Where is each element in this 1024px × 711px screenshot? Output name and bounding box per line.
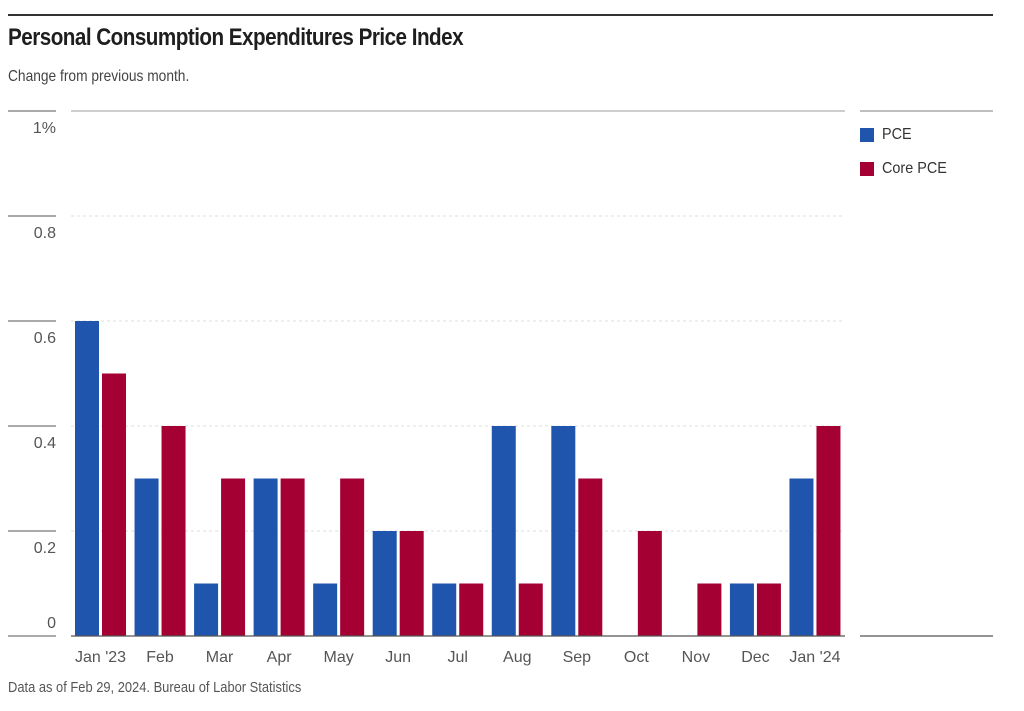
bar-pce: [372, 531, 397, 636]
bar-pce: [134, 478, 159, 636]
x-tick-label: Jan '24: [789, 649, 840, 666]
y-axis: 0 0.2 0.4 0.6 0.8 1%: [8, 110, 56, 637]
x-tick-label: Feb: [146, 649, 174, 666]
x-tick-label: Apr: [267, 649, 293, 666]
bar-core-pce: [816, 426, 841, 636]
bar-core-pce: [459, 583, 484, 636]
x-tick-label: Jun: [385, 649, 411, 666]
x-tick-label: Jul: [448, 649, 468, 666]
legend-swatch-pce: [860, 128, 874, 142]
bar-pce: [491, 426, 516, 636]
bar-pce: [729, 583, 754, 636]
legend-label-core-pce: Core PCE: [882, 160, 947, 177]
bar-pce: [75, 321, 99, 636]
x-tick-label: Aug: [503, 649, 531, 666]
bar-core-pce: [280, 478, 305, 636]
bar-pce: [432, 583, 457, 636]
legend-item-core-pce: Core PCE: [860, 152, 954, 186]
bars: [75, 321, 841, 636]
legend-label-pce: PCE: [882, 126, 912, 143]
bar-core-pce: [340, 478, 365, 636]
legend-rules: [860, 110, 993, 637]
gridlines: [71, 110, 845, 532]
bar-core-pce: [161, 426, 186, 636]
y-tick-label: 0.8: [34, 225, 56, 242]
chart-title: Personal Consumption Expenditures Price …: [8, 24, 464, 51]
x-tick-label: May: [324, 649, 354, 666]
y-tick-label: 0: [47, 615, 56, 632]
chart-subtitle: Change from previous month.: [8, 68, 190, 85]
legend: PCE Core PCE: [860, 118, 954, 186]
x-tick-label: Oct: [624, 649, 649, 666]
y-tick-label: 0.2: [34, 540, 56, 557]
bar-pce: [313, 583, 338, 636]
bar-pce: [253, 478, 278, 636]
bar-pce: [789, 478, 814, 636]
bar-core-pce: [518, 583, 543, 636]
x-tick-label: Sep: [563, 649, 592, 666]
legend-swatch-core-pce: [860, 162, 874, 176]
bar-core-pce: [637, 531, 662, 636]
y-tick-label: 1%: [33, 120, 56, 137]
x-tick-label: Jan '23: [75, 649, 126, 666]
source-note: Data as of Feb 29, 2024. Bureau of Labor…: [8, 679, 302, 696]
bar-core-pce: [399, 531, 424, 636]
bar-pce: [551, 426, 576, 636]
y-tick-label: 0.4: [34, 435, 56, 452]
y-tick-label: 0.6: [34, 330, 56, 347]
x-tick-label: Dec: [741, 649, 769, 666]
bar-pce: [194, 583, 219, 636]
x-tick-label: Nov: [682, 649, 710, 666]
bar-core-pce: [221, 478, 246, 636]
bar-core-pce: [697, 583, 722, 636]
legend-item-pce: PCE: [860, 118, 954, 152]
x-axis: Jan '23 Feb Mar Apr May Jun Jul Aug Sep Oct Nov Dec…: [71, 635, 845, 666]
top-rule: [8, 14, 993, 16]
x-tick-label: Mar: [206, 649, 234, 666]
bar-core-pce: [102, 373, 126, 636]
bar-core-pce: [756, 583, 781, 636]
bar-core-pce: [578, 478, 603, 636]
